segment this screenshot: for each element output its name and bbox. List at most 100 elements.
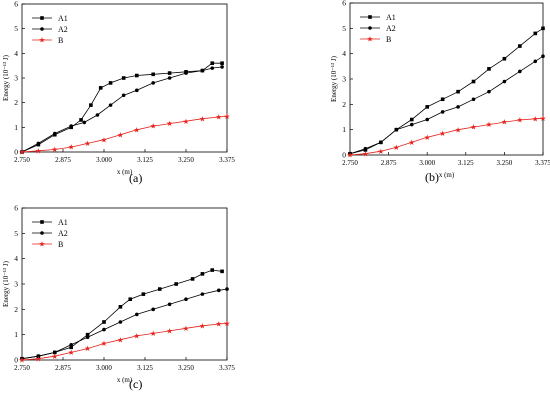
data-point-a2 [151, 81, 155, 85]
data-point-b: ★ [150, 329, 157, 338]
data-point-a2 [108, 103, 113, 107]
legend-marker [368, 26, 372, 30]
data-point-a2 [217, 288, 221, 293]
data-point-b: ★ [117, 130, 124, 139]
data-point-a2 [440, 110, 445, 114]
x-tick-label: 3.375 [219, 364, 235, 372]
legend-entry-a2: A2 [360, 24, 396, 33]
legend-marker [40, 16, 44, 20]
legend-entry-a1: A1 [360, 13, 396, 22]
data-point-b: ★ [166, 326, 173, 335]
data-point-a2 [167, 302, 172, 307]
data-point-a2 [69, 343, 73, 347]
panel-label-b: (b) [425, 170, 439, 184]
series-line-a2 [349, 55, 544, 155]
data-point-b: ★ [439, 129, 446, 138]
y-tick-label: 0 [14, 148, 18, 157]
data-point-a2 [36, 354, 41, 359]
plot-frame [21, 207, 228, 361]
legend-label: A1 [58, 218, 68, 227]
data-point-a2 [363, 146, 368, 151]
data-point-b: ★ [68, 143, 75, 152]
y-tick-label: 0 [342, 151, 346, 160]
data-point-a2 [36, 141, 41, 146]
series-a1 [20, 268, 224, 361]
data-point-b: ★ [455, 125, 462, 134]
data-point-b: ★ [393, 143, 400, 152]
data-point-a2 [85, 335, 90, 340]
x-axis-label: x (m) [439, 171, 455, 179]
y-tick-label: 1 [14, 123, 18, 132]
data-point-b: ★ [133, 332, 140, 341]
data-point-b: ★ [19, 148, 26, 157]
legend-label: B [58, 240, 63, 249]
x-tick-label: 2.750 [14, 156, 30, 164]
legend-marker: ★ [39, 240, 46, 249]
legend-entry-a1: A1 [32, 14, 68, 23]
data-point-b: ★ [424, 133, 431, 142]
data-point-a2 [220, 65, 224, 69]
data-point-a2 [135, 312, 139, 317]
x-tick-label: 3.125 [458, 159, 474, 167]
legend-marker [40, 231, 44, 235]
data-point-a1 [502, 56, 507, 61]
data-point-a2 [167, 76, 172, 80]
data-point-b: ★ [378, 147, 385, 156]
data-point-a2 [53, 131, 57, 136]
legend-label: A2 [58, 25, 68, 34]
x-tick-label: 3.125 [137, 364, 153, 372]
data-point-a1 [533, 31, 538, 36]
x-tick-label: 2.875 [381, 159, 397, 167]
data-point-b: ★ [408, 138, 415, 147]
data-point-a1 [409, 117, 414, 122]
y-axis-label: Energy (10⁻¹³ J) [2, 260, 10, 307]
legend-marker [40, 27, 44, 31]
data-point-a2 [121, 93, 126, 98]
data-point-b: ★ [51, 352, 58, 361]
data-point-a2 [502, 79, 507, 84]
series-b: ★★★★★★★★★★★★★★ [19, 112, 231, 157]
data-point-b: ★ [199, 321, 206, 330]
data-point-b: ★ [84, 344, 91, 353]
data-point-a2 [225, 287, 229, 291]
data-point-a2 [151, 307, 155, 312]
series-a1 [20, 61, 224, 154]
data-point-a1 [425, 105, 429, 109]
y-tick-label: 6 [14, 204, 18, 213]
data-point-b: ★ [117, 335, 124, 344]
data-point-b: ★ [199, 114, 206, 123]
data-point-a2 [210, 66, 215, 70]
legend-label: A2 [58, 229, 68, 238]
data-point-b: ★ [101, 339, 108, 348]
series-b: ★★★★★★★★★★★★★★ [347, 114, 547, 160]
data-point-b: ★ [215, 320, 222, 329]
data-point-b: ★ [362, 149, 369, 158]
y-tick-label: 4 [14, 49, 18, 58]
data-point-a2 [200, 292, 205, 296]
data-point-b: ★ [532, 114, 539, 123]
legend-marker: ★ [39, 36, 46, 45]
data-point-a2 [409, 122, 414, 127]
x-tick-label: 3.250 [497, 159, 513, 167]
panel-label-c: (c) [129, 377, 143, 391]
data-point-a2 [394, 127, 399, 132]
data-point-a1 [151, 72, 155, 77]
data-point-a1 [220, 61, 224, 65]
x-tick-label: 3.000 [419, 159, 435, 167]
y-tick-label: 5 [342, 24, 346, 33]
y-tick-label: 3 [14, 74, 18, 83]
series-a2 [348, 54, 545, 156]
y-tick-label: 2 [14, 305, 18, 314]
x-tick-label: 2.875 [55, 364, 71, 372]
data-point-b: ★ [224, 112, 231, 121]
data-point-a2 [135, 88, 139, 93]
panel-label-a: (a) [129, 171, 143, 185]
data-point-b: ★ [35, 354, 42, 363]
series-line-b [21, 322, 228, 361]
x-tick-label: 3.000 [96, 364, 112, 372]
data-point-b: ★ [347, 151, 354, 160]
data-point-a2 [533, 59, 538, 64]
data-point-b: ★ [224, 319, 231, 328]
y-tick-label: 2 [14, 98, 18, 107]
